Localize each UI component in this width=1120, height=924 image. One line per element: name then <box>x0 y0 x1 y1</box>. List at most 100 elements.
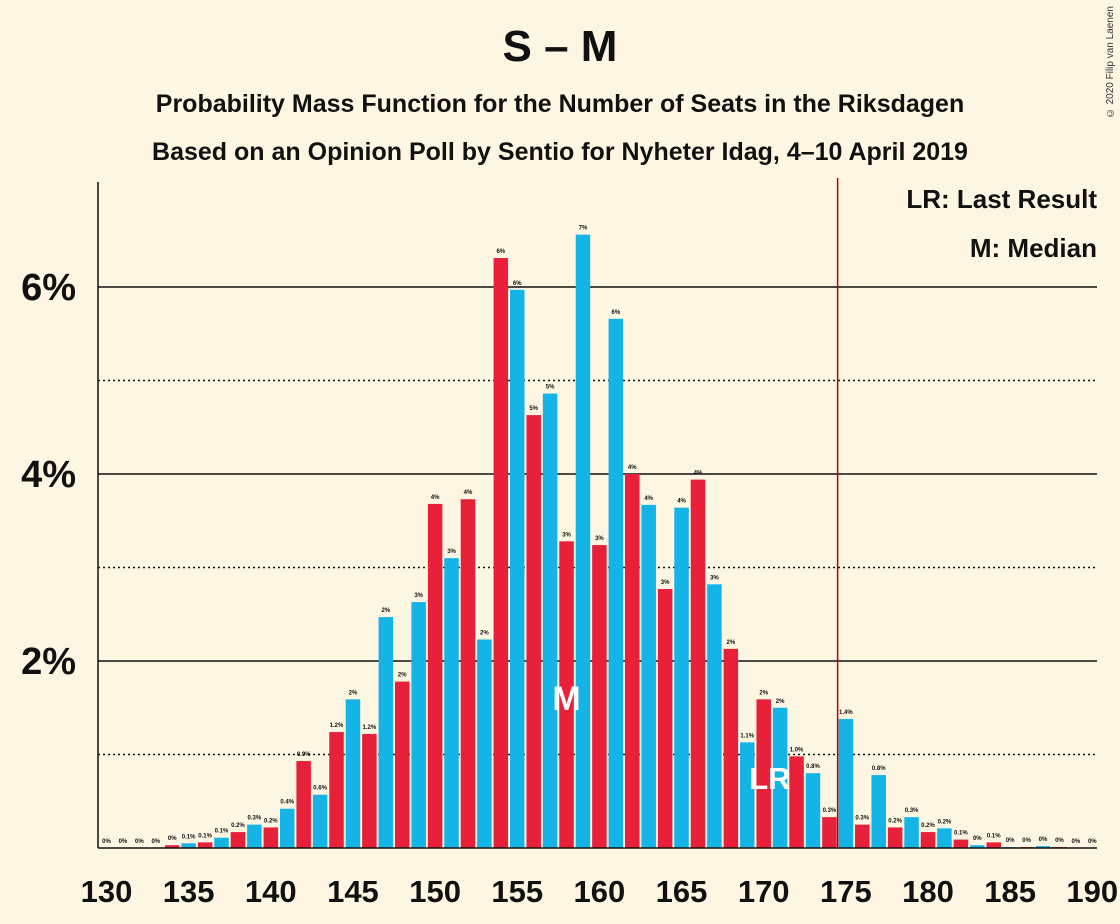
value-label-186: 0% <box>1022 838 1031 844</box>
value-label-171: 2% <box>776 699 785 705</box>
x-tick-180: 180 <box>902 874 954 909</box>
value-label-190: 0% <box>1088 839 1097 845</box>
value-label-138: 0.2% <box>231 823 245 829</box>
legend-median: M: Median <box>970 233 1097 263</box>
value-label-137: 0.1% <box>215 829 229 835</box>
value-label-166: 4% <box>694 471 703 477</box>
chart-subtitle: Probability Mass Function for the Number… <box>155 90 965 118</box>
x-tick-135: 135 <box>163 874 215 909</box>
bar-162 <box>625 474 640 848</box>
bar-161 <box>608 318 624 848</box>
bar-169 <box>740 742 755 848</box>
bar-160 <box>592 545 607 848</box>
value-label-148: 2% <box>398 673 407 679</box>
bar-140 <box>263 827 279 848</box>
x-tick-145: 145 <box>327 874 379 909</box>
value-label-153: 2% <box>480 630 489 636</box>
value-label-164: 3% <box>661 580 670 586</box>
bar-135 <box>181 843 196 848</box>
value-label-183: 0% <box>973 836 982 842</box>
bar-180 <box>920 832 936 848</box>
value-label-151: 3% <box>447 549 456 555</box>
value-label-155: 6% <box>513 281 522 287</box>
value-label-154: 6% <box>496 249 505 255</box>
bar-183 <box>970 845 985 848</box>
bar-148 <box>394 681 410 848</box>
axes-group <box>97 182 1097 849</box>
bar-171 <box>772 707 788 848</box>
bar-184 <box>986 842 1001 848</box>
value-label-162: 4% <box>628 465 637 471</box>
legend-last-result: LR: Last Result <box>906 184 1097 214</box>
value-label-140: 0.2% <box>264 818 278 824</box>
value-label-143: 0.6% <box>313 786 327 792</box>
bar-143 <box>312 794 328 848</box>
bar-145 <box>345 699 361 848</box>
x-tick-160: 160 <box>574 874 626 909</box>
value-label-141: 0.4% <box>280 800 294 806</box>
bar-166 <box>690 479 706 848</box>
bar-182 <box>953 839 969 848</box>
value-label-135: 0.1% <box>182 834 196 840</box>
value-label-147: 2% <box>381 608 390 614</box>
bar-137 <box>214 837 229 848</box>
y-tick-labels: 2% 4% 6% <box>21 267 76 683</box>
value-label-172: 1.0% <box>790 747 804 753</box>
bar-144 <box>329 732 344 848</box>
value-label-169: 1.1% <box>740 733 754 739</box>
x-tick-130: 130 <box>81 874 133 909</box>
value-label-146: 1.2% <box>363 725 377 731</box>
bar-147 <box>378 617 394 848</box>
x-tick-170: 170 <box>738 874 790 909</box>
value-label-175: 1.4% <box>839 710 853 716</box>
bar-141 <box>279 808 295 848</box>
bar-136 <box>197 842 213 848</box>
bar-179 <box>904 817 919 848</box>
bar-170 <box>756 699 771 848</box>
value-label-150: 4% <box>431 495 440 501</box>
value-label-177: 0.8% <box>872 766 886 772</box>
value-label-167: 3% <box>710 575 719 581</box>
value-label-136: 0.1% <box>198 833 212 839</box>
value-label-185: 0% <box>1006 838 1015 844</box>
value-label-152: 4% <box>464 490 473 496</box>
x-tick-150: 150 <box>409 874 461 909</box>
value-label-189: 0% <box>1072 839 1081 845</box>
value-label-142: 0.9% <box>297 752 311 758</box>
value-label-178: 0.2% <box>888 818 902 824</box>
bar-153 <box>477 639 492 848</box>
x-tick-190: 190 <box>1066 874 1118 909</box>
value-label-184: 0.1% <box>987 833 1001 839</box>
value-label-182: 0.1% <box>954 831 968 837</box>
value-label-157: 5% <box>546 385 555 391</box>
bar-187 <box>1035 846 1051 848</box>
value-label-133: 0% <box>151 839 160 845</box>
value-label-132: 0% <box>135 839 144 845</box>
value-label-149: 3% <box>414 593 423 599</box>
bar-172 <box>789 756 804 848</box>
bar-173 <box>805 773 821 848</box>
value-label-158: 3% <box>562 532 571 538</box>
bar-154 <box>493 258 509 848</box>
value-label-144: 1.2% <box>330 723 344 729</box>
value-label-156: 5% <box>529 406 538 412</box>
bar-159 <box>575 234 591 848</box>
bar-164 <box>657 589 673 848</box>
bar-138 <box>230 832 246 848</box>
value-label-130: 0% <box>102 839 111 845</box>
bar-176 <box>855 824 870 848</box>
bar-139 <box>247 824 262 848</box>
bar-142 <box>296 761 311 848</box>
value-label-145: 2% <box>349 690 358 696</box>
value-label-187: 0% <box>1039 837 1048 843</box>
chart-subtitle-poll: Based on an Opinion Poll by Sentio for N… <box>152 138 968 166</box>
bar-177 <box>871 775 886 848</box>
bar-151 <box>444 558 459 848</box>
bar-163 <box>641 504 656 848</box>
value-label-181: 0.2% <box>938 819 952 825</box>
x-tick-185: 185 <box>984 874 1036 909</box>
last-result-marker: LR <box>749 761 790 796</box>
value-label-173: 0.8% <box>806 764 820 770</box>
bar-174 <box>822 817 837 848</box>
